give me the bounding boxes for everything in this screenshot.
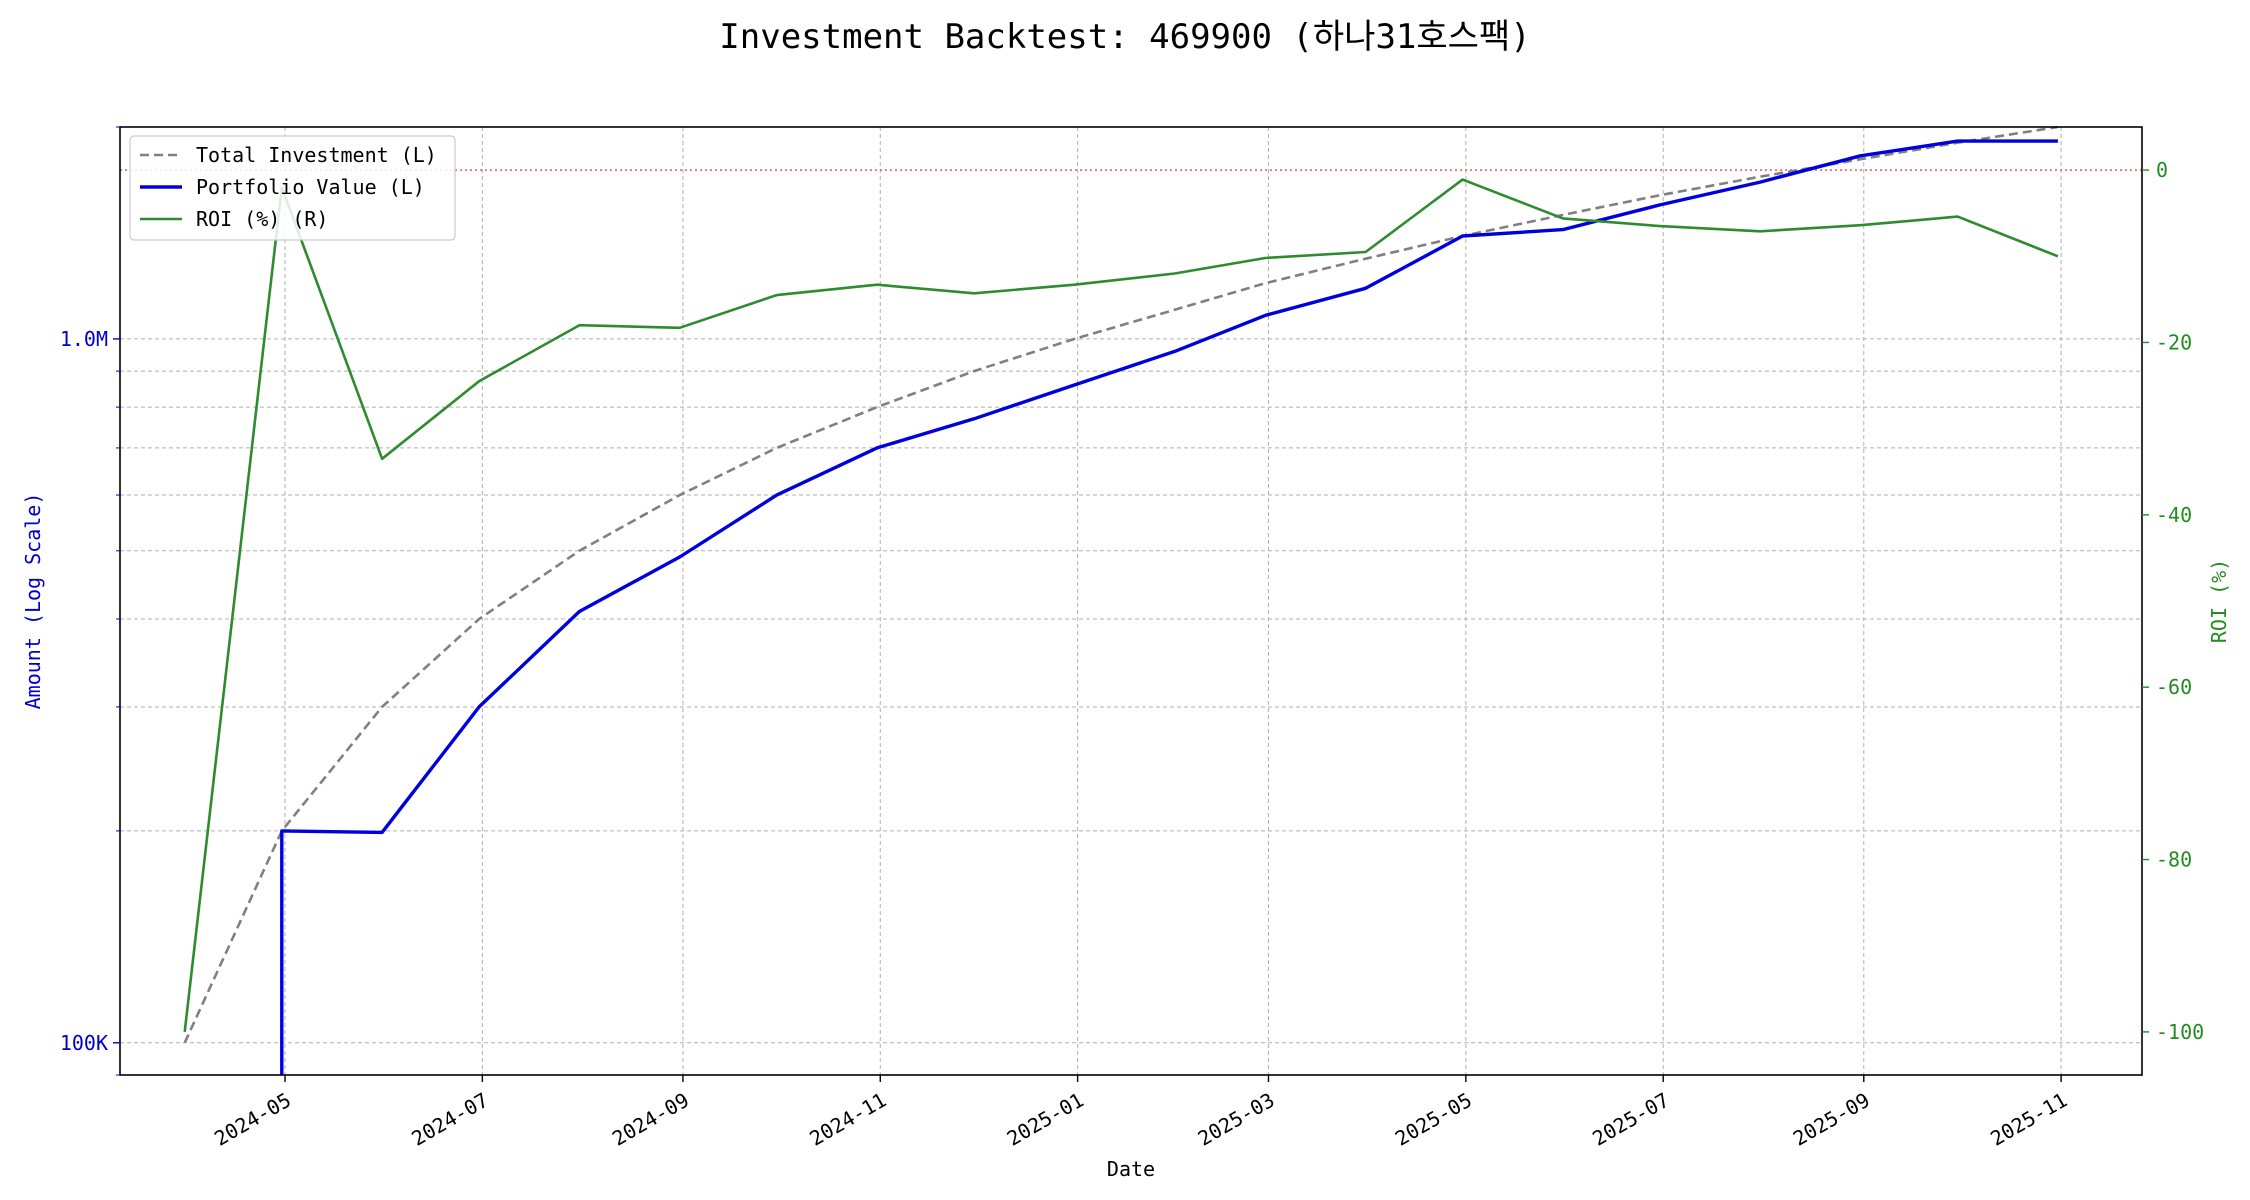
right-y-axis: 0 -20 -40 -60 -80 -100 (2142, 158, 2204, 1044)
right-y-tick-label: -60 (2156, 675, 2192, 699)
plot-frame (119, 126, 2143, 1076)
legend: Total Investment (L) Portfolio Value (L)… (129, 135, 456, 241)
right-y-tick-label: -100 (2156, 1020, 2204, 1044)
left-y-tick-label: 100K (60, 1031, 108, 1055)
left-y-tick-label: 1.0M (60, 327, 108, 351)
legend-box (129, 135, 456, 241)
legend-label-roi: ROI (%) (R) (196, 207, 328, 231)
legend-label-total-investment: Total Investment (L) (196, 143, 437, 167)
series-line-roi-r (183, 178, 2059, 1033)
x-axis-label: Date (1107, 1157, 1155, 1181)
right-y-tick-label: -40 (2156, 503, 2192, 527)
left-y-axis-label: Amount (Log Scale) (21, 493, 45, 710)
right-y-tick-label: -20 (2156, 330, 2192, 354)
series-lines (183, 125, 2059, 1075)
chart-title: Investment Backtest: 469900 (하나31호스팩) (719, 17, 1530, 57)
series-line-total-investment-l (183, 125, 2059, 1044)
left-y-axis: 100K 1.0M (60, 126, 120, 1076)
series-line-portfolio-value-l (280, 139, 2058, 1075)
right-y-tick-label: -80 (2156, 848, 2192, 872)
legend-label-portfolio-value: Portfolio Value (L) (196, 175, 425, 199)
right-y-axis-label: ROI (%) (2207, 559, 2231, 643)
right-y-tick-label: 0 (2156, 158, 2168, 182)
